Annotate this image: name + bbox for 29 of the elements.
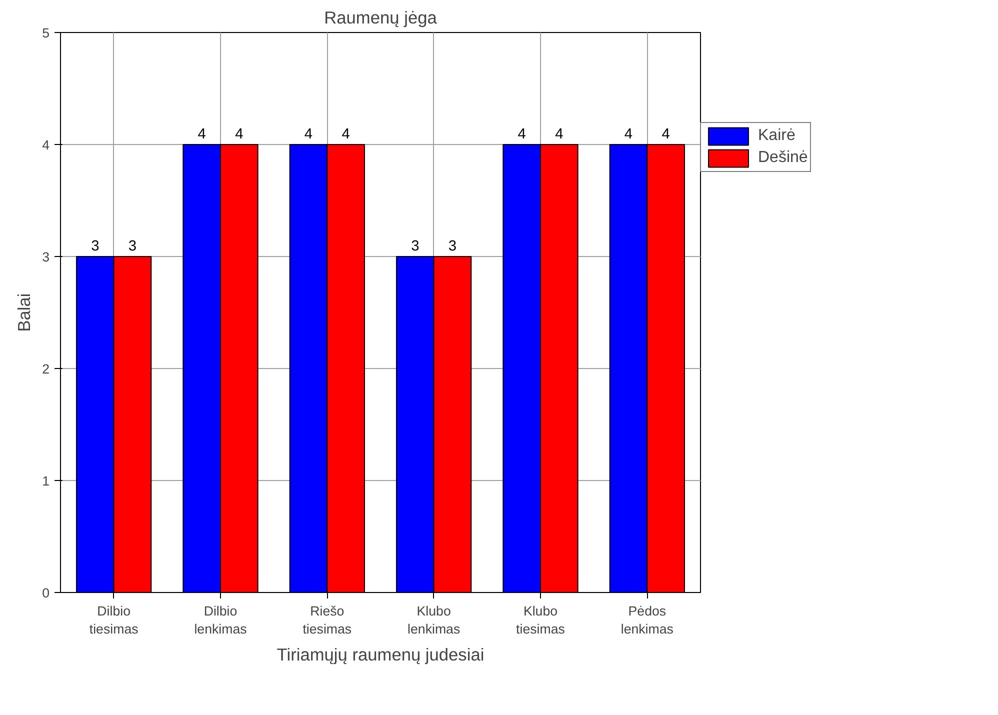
x-tick-label: Pėdos lenkimas bbox=[620, 604, 674, 636]
x-axis-title: Tiriamųjų raumenų judesiai bbox=[276, 644, 484, 664]
x-tick-label: Dilbio lenkimas bbox=[194, 604, 248, 636]
data-label: 4 bbox=[555, 126, 564, 142]
data-label: 4 bbox=[198, 126, 206, 142]
y-tick-label: 2 bbox=[42, 362, 50, 376]
y-tick-label: 0 bbox=[42, 586, 50, 600]
data-label: 4 bbox=[518, 126, 526, 142]
y-axis-title: Balai bbox=[14, 293, 34, 332]
data-label: 4 bbox=[624, 126, 633, 142]
y-tick-label: 5 bbox=[42, 26, 50, 40]
x-tick-label: Riešo tiesimas bbox=[302, 604, 352, 636]
legend-label: Kairė bbox=[758, 127, 796, 145]
data-label: 3 bbox=[91, 238, 100, 254]
chart-title: Raumenų jėga bbox=[324, 8, 438, 28]
data-label: 4 bbox=[235, 126, 244, 142]
legend-label: Dešinė bbox=[758, 149, 808, 167]
data-label: 3 bbox=[411, 238, 420, 254]
data-label: 4 bbox=[304, 126, 313, 142]
y-tick-label: 3 bbox=[42, 250, 50, 264]
data-label: 3 bbox=[128, 238, 137, 254]
data-label: 3 bbox=[448, 238, 457, 254]
y-tick-label: 1 bbox=[42, 474, 50, 488]
x-tick-label: Dilbio tiesimas bbox=[89, 604, 139, 636]
y-tick-label: 4 bbox=[42, 138, 50, 152]
data-label: 4 bbox=[662, 126, 670, 142]
data-label: 4 bbox=[342, 126, 350, 142]
x-tick-label: Klubo tiesimas bbox=[516, 604, 566, 636]
x-tick-label: Klubo lenkimas bbox=[408, 604, 460, 636]
